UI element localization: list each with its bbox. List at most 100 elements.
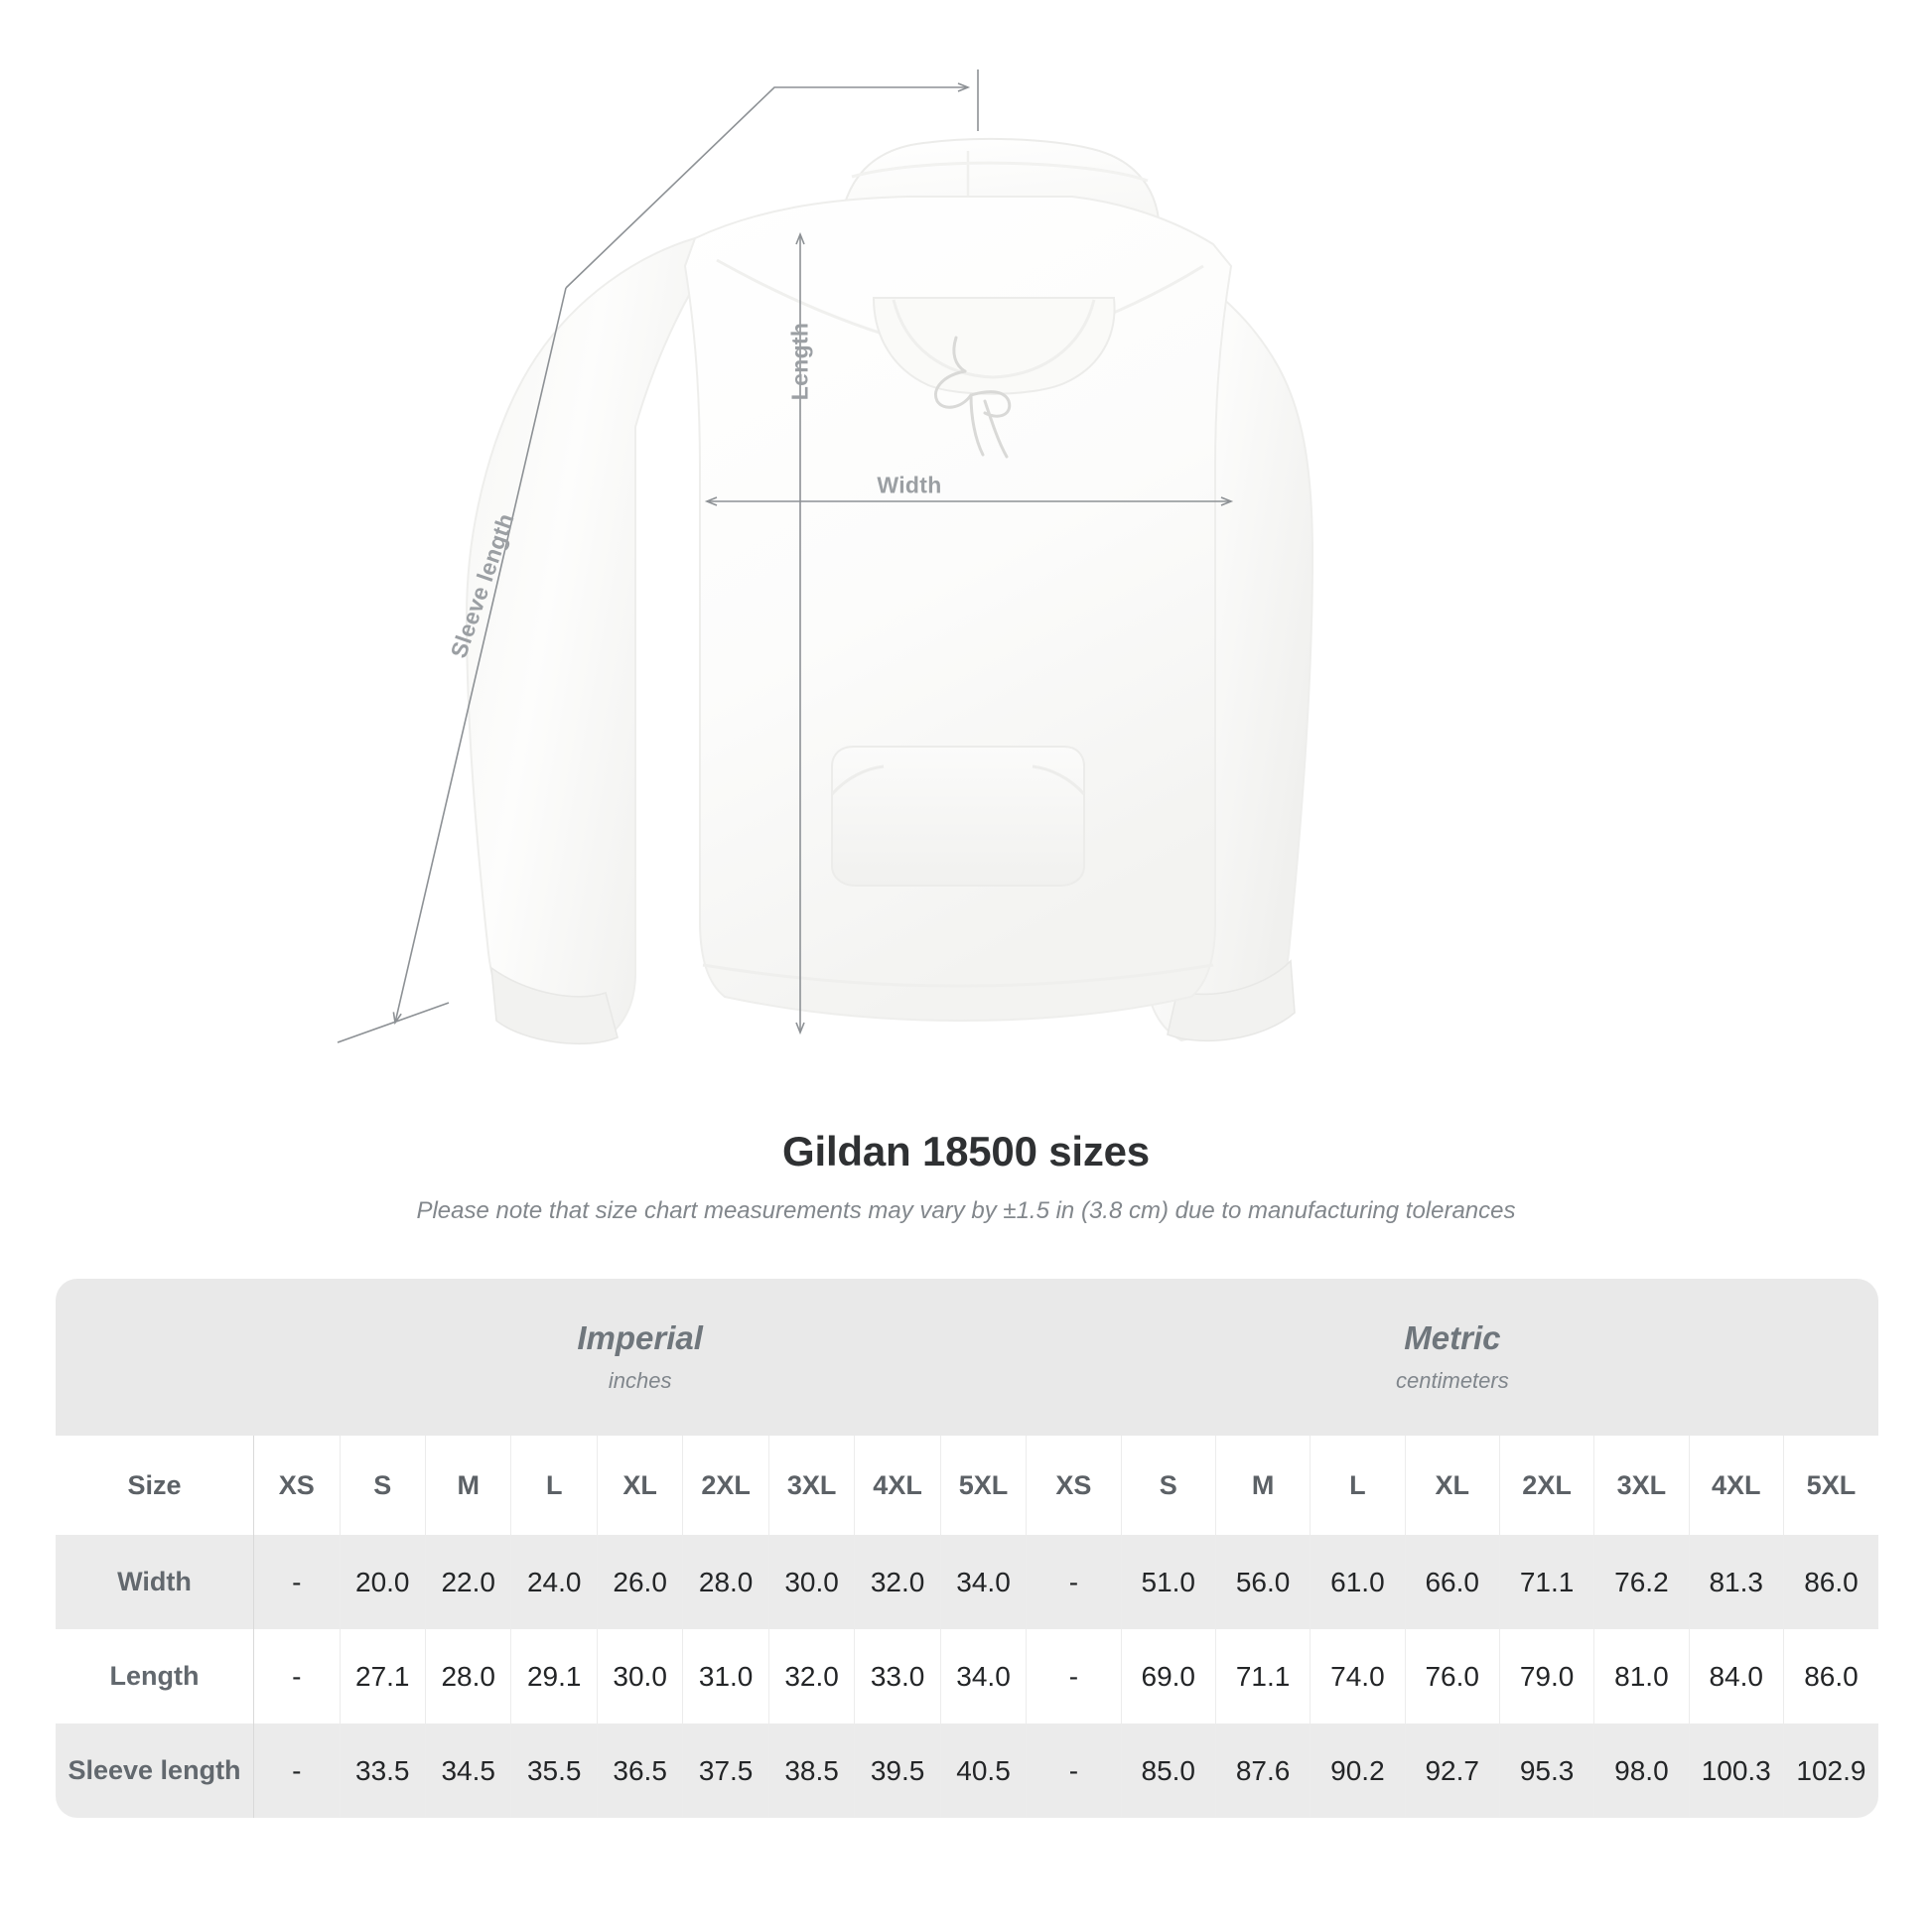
cell-length-metric-2xl: 79.0	[1499, 1629, 1595, 1724]
unit-group-row: Imperial inches Metric centimeters	[56, 1279, 1878, 1436]
header-size-metric-l: L	[1310, 1436, 1406, 1535]
measurement-lines	[337, 69, 1234, 1043]
unit-group-imperial-name: Imperial	[577, 1318, 703, 1356]
cell-sleeve-metric-m: 87.6	[1215, 1724, 1311, 1818]
table-row: Sleeve length - 33.5 34.5 35.5 36.5 37.5…	[56, 1724, 1878, 1818]
cell-length-imperial-xs: -	[253, 1629, 341, 1724]
cell-width-metric-s: 51.0	[1121, 1535, 1216, 1629]
cell-sleeve-metric-5xl: 102.9	[1783, 1724, 1878, 1818]
header-size-imperial-2xl: 2XL	[682, 1436, 769, 1535]
cell-sleeve-imperial-m: 34.5	[425, 1724, 512, 1818]
cell-length-imperial-3xl: 32.0	[768, 1629, 856, 1724]
cell-width-metric-3xl: 76.2	[1593, 1535, 1690, 1629]
header-size-metric-s: S	[1121, 1436, 1216, 1535]
cell-sleeve-imperial-3xl: 38.5	[768, 1724, 856, 1818]
cell-width-imperial-5xl: 34.0	[940, 1535, 1028, 1629]
cell-sleeve-imperial-2xl: 37.5	[682, 1724, 769, 1818]
cell-width-imperial-s: 20.0	[340, 1535, 426, 1629]
hoodie-measurement-diagram	[337, 69, 1314, 1045]
cell-width-imperial-4xl: 32.0	[854, 1535, 941, 1629]
header-size-imperial-xl: XL	[597, 1436, 684, 1535]
cell-width-imperial-3xl: 30.0	[768, 1535, 856, 1629]
unit-group-metric: Metric centimeters	[1026, 1279, 1878, 1436]
cell-length-imperial-5xl: 34.0	[940, 1629, 1028, 1724]
tolerance-note: Please note that size chart measurements…	[416, 1197, 1516, 1224]
cell-sleeve-imperial-xs: -	[253, 1724, 341, 1818]
cell-length-metric-xs: -	[1026, 1629, 1122, 1724]
header-size-imperial-s: S	[340, 1436, 426, 1535]
cell-length-metric-l: 74.0	[1310, 1629, 1406, 1724]
title-block: Gildan 18500 sizes Please note that size…	[0, 1128, 1932, 1225]
sleeve-length-line	[392, 287, 567, 1026]
cell-width-imperial-xl: 26.0	[597, 1535, 684, 1629]
sleeve-bottom-tick	[337, 1002, 450, 1043]
cell-sleeve-metric-3xl: 98.0	[1593, 1724, 1690, 1818]
cell-sleeve-metric-s: 85.0	[1121, 1724, 1216, 1818]
row-label-length: Length	[56, 1629, 255, 1724]
header-size-imperial-xs: XS	[253, 1436, 341, 1535]
unit-group-metric-sub: centimeters	[1396, 1368, 1509, 1394]
cell-width-imperial-l: 24.0	[510, 1535, 598, 1629]
header-size-imperial-4xl: 4XL	[854, 1436, 941, 1535]
cell-width-metric-2xl: 71.1	[1499, 1535, 1595, 1629]
header-size-label: Size	[56, 1436, 255, 1535]
cell-width-metric-4xl: 81.3	[1689, 1535, 1784, 1629]
cell-width-imperial-xs: -	[253, 1535, 341, 1629]
header-size-metric-m: M	[1215, 1436, 1311, 1535]
length-dimension-label: Length	[786, 322, 813, 401]
cell-sleeve-imperial-4xl: 39.5	[854, 1724, 941, 1818]
cell-length-metric-xl: 76.0	[1405, 1629, 1500, 1724]
cell-width-metric-xs: -	[1026, 1535, 1122, 1629]
cell-width-metric-l: 61.0	[1310, 1535, 1406, 1629]
cell-width-metric-xl: 66.0	[1405, 1535, 1500, 1629]
cell-length-imperial-s: 27.1	[340, 1629, 426, 1724]
cell-width-imperial-2xl: 28.0	[682, 1535, 769, 1629]
cell-length-imperial-4xl: 33.0	[854, 1629, 941, 1724]
cell-length-imperial-l: 29.1	[510, 1629, 598, 1724]
cell-length-imperial-xl: 30.0	[597, 1629, 684, 1724]
unit-group-imperial-sub: inches	[608, 1368, 672, 1394]
cell-sleeve-imperial-xl: 36.5	[597, 1724, 684, 1818]
size-table: Imperial inches Metric centimeters Size …	[56, 1279, 1878, 1818]
cell-width-metric-m: 56.0	[1215, 1535, 1311, 1629]
cell-sleeve-imperial-l: 35.5	[510, 1724, 598, 1818]
size-table-container: Imperial inches Metric centimeters Size …	[56, 1279, 1878, 1818]
cell-width-imperial-m: 22.0	[425, 1535, 512, 1629]
table-row: Length - 27.1 28.0 29.1 30.0 31.0 32.0 3…	[56, 1629, 1878, 1724]
product-illustration: Length Width Sleeve length	[337, 69, 1314, 1045]
unit-group-imperial: Imperial inches	[253, 1279, 1027, 1436]
header-size-imperial-l: L	[510, 1436, 598, 1535]
width-dimension-label: Width	[877, 472, 942, 498]
sleeve-leader-line	[565, 82, 971, 289]
cell-length-metric-s: 69.0	[1121, 1629, 1216, 1724]
cell-sleeve-imperial-s: 33.5	[340, 1724, 426, 1818]
cell-sleeve-metric-4xl: 100.3	[1689, 1724, 1784, 1818]
unit-group-metric-name: Metric	[1404, 1318, 1501, 1356]
row-label-sleeve-length: Sleeve length	[56, 1724, 255, 1818]
cell-width-metric-5xl: 86.0	[1783, 1535, 1878, 1629]
header-size-metric-3xl: 3XL	[1593, 1436, 1690, 1535]
cell-sleeve-metric-l: 90.2	[1310, 1724, 1406, 1818]
cell-length-metric-m: 71.1	[1215, 1629, 1311, 1724]
header-size-imperial-3xl: 3XL	[768, 1436, 856, 1535]
row-label-width: Width	[56, 1535, 255, 1629]
header-size-imperial-m: M	[425, 1436, 512, 1535]
header-size-metric-4xl: 4XL	[1689, 1436, 1784, 1535]
size-header-row: Size XS S M L XL 2XL 3XL 4XL 5XL XS S M …	[56, 1436, 1878, 1535]
cell-length-imperial-m: 28.0	[425, 1629, 512, 1724]
header-size-metric-xs: XS	[1026, 1436, 1122, 1535]
drawstring	[934, 336, 1012, 459]
table-row: Width - 20.0 22.0 24.0 26.0 28.0 30.0 32…	[56, 1535, 1878, 1629]
cell-sleeve-metric-xs: -	[1026, 1724, 1122, 1818]
cell-length-metric-3xl: 81.0	[1593, 1629, 1690, 1724]
page-title: Gildan 18500 sizes	[782, 1128, 1150, 1174]
header-size-metric-5xl: 5XL	[1783, 1436, 1878, 1535]
header-size-metric-xl: XL	[1405, 1436, 1500, 1535]
cell-sleeve-metric-xl: 92.7	[1405, 1724, 1500, 1818]
cell-length-metric-4xl: 84.0	[1689, 1629, 1784, 1724]
cell-length-metric-5xl: 86.0	[1783, 1629, 1878, 1724]
header-size-imperial-5xl: 5XL	[940, 1436, 1028, 1535]
header-size-metric-2xl: 2XL	[1499, 1436, 1595, 1535]
cell-sleeve-metric-2xl: 95.3	[1499, 1724, 1595, 1818]
